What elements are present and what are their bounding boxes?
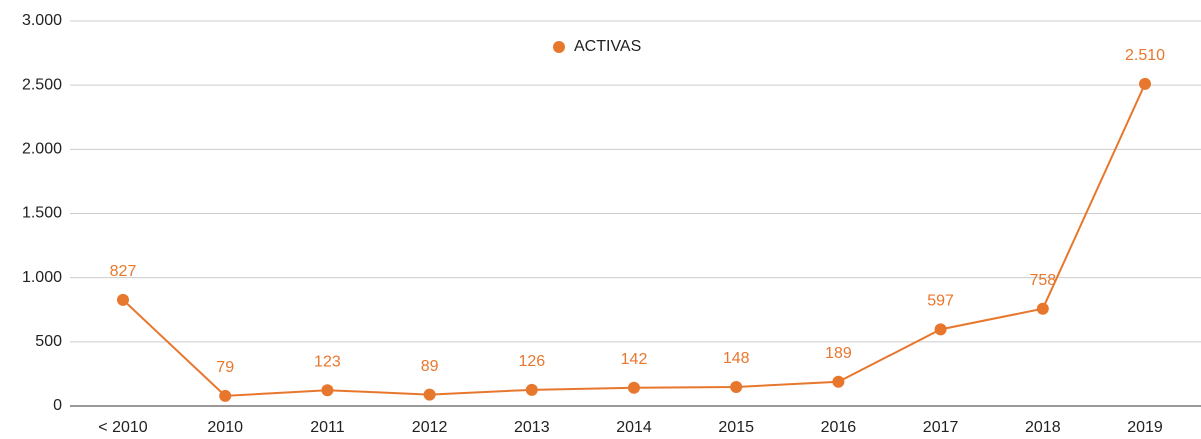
y-tick-label: 0: [53, 397, 62, 414]
point: [730, 381, 743, 394]
x-tick-label: 2015: [718, 419, 754, 436]
value-label: 148: [723, 350, 750, 367]
value-label: 597: [927, 293, 954, 310]
y-tick-label: 3.000: [22, 12, 62, 29]
x-tick-label: 2019: [1127, 419, 1163, 436]
point: [1139, 77, 1151, 90]
legend-marker: [553, 41, 565, 53]
x-tick-label: 2016: [821, 419, 857, 436]
x-tick-label: 2017: [923, 419, 959, 436]
point: [1036, 302, 1049, 315]
x-tick-label: 2010: [207, 419, 243, 436]
y-tick-label: 1.000: [22, 269, 62, 286]
point: [525, 383, 538, 396]
value-label: 79: [216, 359, 234, 376]
point: [117, 293, 129, 306]
value-label: 126: [518, 353, 545, 370]
point: [832, 375, 845, 388]
value-label: 2.510: [1125, 47, 1165, 64]
value-label: 827: [110, 263, 137, 280]
x-tick-label: 2011: [310, 419, 345, 436]
value-label: 123: [314, 353, 341, 370]
x-tick-label: 2013: [514, 419, 550, 436]
y-tick-label: 1.500: [22, 205, 62, 222]
point: [628, 381, 640, 394]
x-tick-label: 2012: [412, 419, 448, 436]
x-tick-label: < 2010: [98, 419, 147, 436]
value-label: 89: [421, 358, 439, 375]
y-tick-label: 2.500: [22, 76, 62, 93]
line: [122, 83, 1146, 397]
value-label: 758: [1029, 272, 1056, 289]
y-tick-label: 500: [35, 333, 62, 350]
point: [321, 384, 334, 397]
legend-label: ACTIVAS: [574, 38, 641, 55]
point: [423, 388, 436, 401]
y-tick-label: 2.000: [22, 141, 62, 158]
value-label: 142: [621, 351, 648, 368]
point: [934, 323, 947, 336]
x-tick-label: 2014: [616, 419, 652, 436]
point: [219, 389, 232, 402]
value-label: 189: [825, 345, 852, 362]
x-tick-label: 2018: [1025, 419, 1061, 436]
